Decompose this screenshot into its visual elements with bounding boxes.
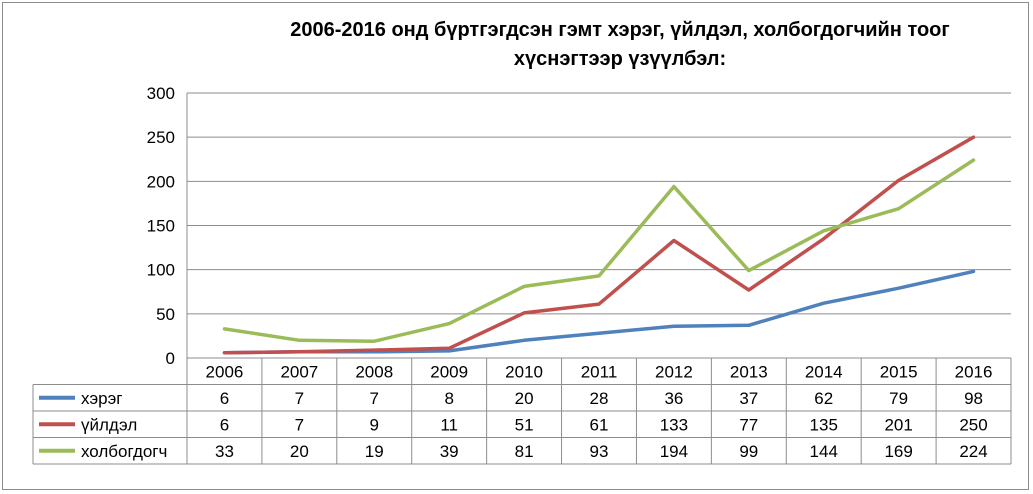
y-tick-label: 100 xyxy=(147,261,175,280)
data-value-үйлдэл: 61 xyxy=(590,415,609,434)
y-tick-label: 300 xyxy=(147,84,175,103)
data-value-хэрэг: 7 xyxy=(295,389,304,408)
series-line-холбогдогч xyxy=(222,158,976,343)
data-value-холбогдогч: 194 xyxy=(660,442,688,461)
data-value-холбогдогч: 39 xyxy=(440,442,459,461)
data-value-холбогдогч: 144 xyxy=(810,442,838,461)
y-tick-label: 50 xyxy=(156,305,175,324)
x-tick-label: 2010 xyxy=(505,362,543,381)
x-tick-label: 2009 xyxy=(430,362,468,381)
data-value-хэрэг: 6 xyxy=(220,389,229,408)
data-value-холбогдогч: 81 xyxy=(515,442,534,461)
x-tick-label: 2012 xyxy=(655,362,693,381)
data-value-холбогдогч: 33 xyxy=(215,442,234,461)
data-value-холбогдогч: 20 xyxy=(290,442,309,461)
y-tick-label: 250 xyxy=(147,128,175,147)
chart-title-line-1: 2006-2016 онд бүртгэгдсэн гэмт хэрэг, үй… xyxy=(290,19,950,41)
data-value-хэрэг: 79 xyxy=(889,389,908,408)
data-value-үйлдэл: 9 xyxy=(370,415,379,434)
x-tick-label: 2006 xyxy=(206,362,244,381)
y-tick-label: 150 xyxy=(147,217,175,236)
data-value-үйлдэл: 133 xyxy=(660,415,688,434)
data-value-үйлдэл: 11 xyxy=(440,415,458,434)
data-value-хэрэг: 62 xyxy=(814,389,833,408)
data-value-хэрэг: 98 xyxy=(964,389,983,408)
x-tick-label: 2014 xyxy=(805,362,843,381)
legend-label: холбогдогч xyxy=(81,442,167,461)
data-value-үйлдэл: 201 xyxy=(884,415,912,434)
data-value-үйлдэл: 6 xyxy=(220,415,229,434)
y-tick-label: 0 xyxy=(166,349,175,368)
x-tick-label: 2007 xyxy=(280,362,318,381)
legend-label: хэрэг xyxy=(81,389,123,408)
data-value-хэрэг: 28 xyxy=(590,389,609,408)
data-value-хэрэг: 36 xyxy=(664,389,683,408)
data-value-холбогдогч: 19 xyxy=(365,442,384,461)
data-value-холбогдогч: 169 xyxy=(884,442,912,461)
data-value-холбогдогч: 224 xyxy=(959,442,987,461)
data-value-үйлдэл: 77 xyxy=(739,415,758,434)
data-value-хэрэг: 8 xyxy=(444,389,453,408)
x-tick-label: 2011 xyxy=(581,362,618,381)
data-value-үйлдэл: 135 xyxy=(810,415,838,434)
x-tick-label: 2008 xyxy=(355,362,393,381)
series-line-үйлдэл xyxy=(222,135,976,355)
x-tick-label: 2015 xyxy=(880,362,918,381)
data-value-хэрэг: 20 xyxy=(515,389,534,408)
data-value-холбогдогч: 99 xyxy=(739,442,758,461)
data-value-үйлдэл: 51 xyxy=(515,415,534,434)
data-value-холбогдогч: 93 xyxy=(590,442,609,461)
x-tick-label: 2016 xyxy=(955,362,993,381)
y-tick-label: 200 xyxy=(147,172,175,191)
data-value-үйлдэл: 7 xyxy=(295,415,304,434)
chart-title: 2006-2016 онд бүртгэгдсэн гэмт хэрэг, үй… xyxy=(200,16,1033,74)
legend-label: үйлдэл xyxy=(81,415,137,434)
chart-title-line-2: хүснэгтээр үзүүлбэл: xyxy=(513,48,727,70)
x-tick-label: 2013 xyxy=(730,362,768,381)
data-value-үйлдэл: 250 xyxy=(959,415,987,434)
data-value-хэрэг: 7 xyxy=(370,389,379,408)
data-value-хэрэг: 37 xyxy=(739,389,758,408)
